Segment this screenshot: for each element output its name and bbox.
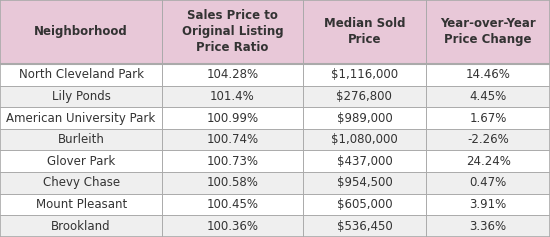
Bar (426, 64, 550, 86)
Bar (302, 215, 426, 237)
Text: 104.28%: 104.28% (206, 68, 258, 81)
Text: 3.91%: 3.91% (470, 198, 507, 211)
Text: Burleith: Burleith (58, 133, 104, 146)
Bar (162, 86, 302, 107)
Text: 0.47%: 0.47% (470, 176, 507, 189)
Text: 100.45%: 100.45% (206, 198, 258, 211)
Bar (162, 172, 302, 194)
Text: $1,080,000: $1,080,000 (331, 133, 398, 146)
Text: $437,000: $437,000 (337, 155, 392, 168)
Bar (302, 107, 426, 129)
Text: 100.73%: 100.73% (206, 155, 258, 168)
Text: Mount Pleasant: Mount Pleasant (36, 198, 126, 211)
Text: 100.58%: 100.58% (206, 176, 258, 189)
Bar (302, 64, 426, 86)
Bar (162, 150, 302, 172)
Bar (302, 129, 426, 150)
Bar (426, 86, 550, 107)
Text: Sales Price to
Original Listing
Price Ratio: Sales Price to Original Listing Price Ra… (182, 9, 283, 55)
Text: 4.45%: 4.45% (470, 90, 507, 103)
Text: Chevy Chase: Chevy Chase (42, 176, 120, 189)
Text: $536,450: $536,450 (337, 220, 392, 233)
Bar (0, 86, 162, 107)
Text: $989,000: $989,000 (337, 112, 392, 125)
Bar (0, 0, 162, 64)
Bar (0, 107, 162, 129)
Bar (162, 107, 302, 129)
Bar (426, 129, 550, 150)
Bar (426, 215, 550, 237)
Text: Median Sold
Price: Median Sold Price (323, 18, 405, 46)
Text: $605,000: $605,000 (337, 198, 392, 211)
Bar (0, 129, 162, 150)
Text: Neighborhood: Neighborhood (34, 26, 128, 38)
Text: 101.4%: 101.4% (210, 90, 255, 103)
Text: -2.26%: -2.26% (468, 133, 509, 146)
Bar (0, 64, 162, 86)
Text: 14.46%: 14.46% (466, 68, 510, 81)
Bar (0, 172, 162, 194)
Bar (302, 86, 426, 107)
Text: Brookland: Brookland (51, 220, 111, 233)
Text: 24.24%: 24.24% (466, 155, 510, 168)
Bar (302, 0, 426, 64)
Text: $954,500: $954,500 (337, 176, 392, 189)
Bar (426, 194, 550, 215)
Bar (0, 150, 162, 172)
Text: Lily Ponds: Lily Ponds (52, 90, 111, 103)
Text: 3.36%: 3.36% (470, 220, 507, 233)
Bar (302, 172, 426, 194)
Text: Glover Park: Glover Park (47, 155, 115, 168)
Text: Year-over-Year
Price Change: Year-over-Year Price Change (440, 18, 536, 46)
Bar (0, 215, 162, 237)
Text: 1.67%: 1.67% (470, 112, 507, 125)
Bar (162, 0, 302, 64)
Bar (426, 0, 550, 64)
Text: 100.99%: 100.99% (206, 112, 258, 125)
Bar (162, 64, 302, 86)
Text: American University Park: American University Park (7, 112, 156, 125)
Text: $276,800: $276,800 (337, 90, 392, 103)
Text: North Cleveland Park: North Cleveland Park (19, 68, 144, 81)
Bar (302, 194, 426, 215)
Bar (0, 194, 162, 215)
Text: 100.74%: 100.74% (206, 133, 258, 146)
Bar (426, 107, 550, 129)
Bar (162, 215, 302, 237)
Text: 100.36%: 100.36% (206, 220, 258, 233)
Bar (302, 150, 426, 172)
Bar (162, 129, 302, 150)
Bar (162, 194, 302, 215)
Bar (426, 172, 550, 194)
Bar (426, 150, 550, 172)
Text: $1,116,000: $1,116,000 (331, 68, 398, 81)
